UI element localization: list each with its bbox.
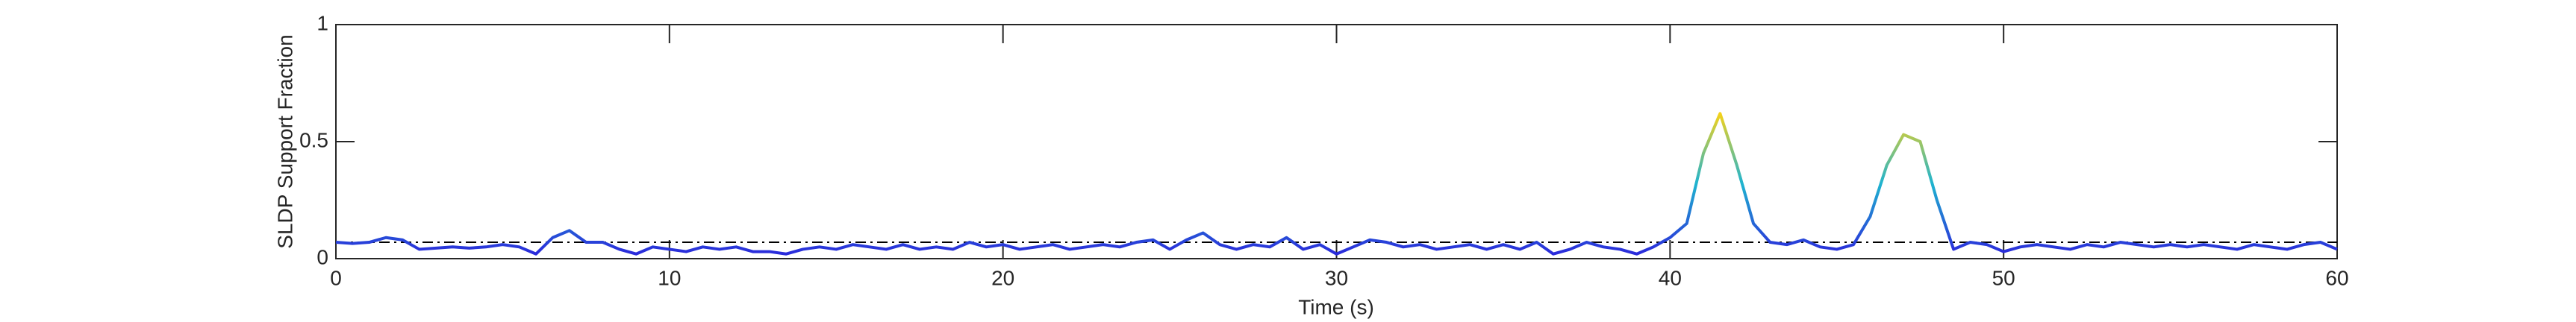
x-tick-label: 60 xyxy=(2325,266,2348,289)
x-axis-label: Time (s) xyxy=(1298,295,1374,318)
x-tick-label: 40 xyxy=(1659,266,1682,289)
x-tick-label: 10 xyxy=(658,266,681,289)
x-tick-label: 30 xyxy=(1325,266,1348,289)
data-line xyxy=(335,112,2338,256)
plot-area xyxy=(335,24,2338,259)
x-tick-label: 0 xyxy=(330,266,342,289)
y-axis-label: SLDP Support Fraction xyxy=(273,34,296,248)
y-tick-label: 0 xyxy=(316,245,328,268)
x-tick-label: 20 xyxy=(991,266,1014,289)
y-tick-label: 1 xyxy=(316,11,328,34)
x-tick-label: 50 xyxy=(1992,266,2015,289)
y-tick-label: 0.5 xyxy=(299,128,328,151)
